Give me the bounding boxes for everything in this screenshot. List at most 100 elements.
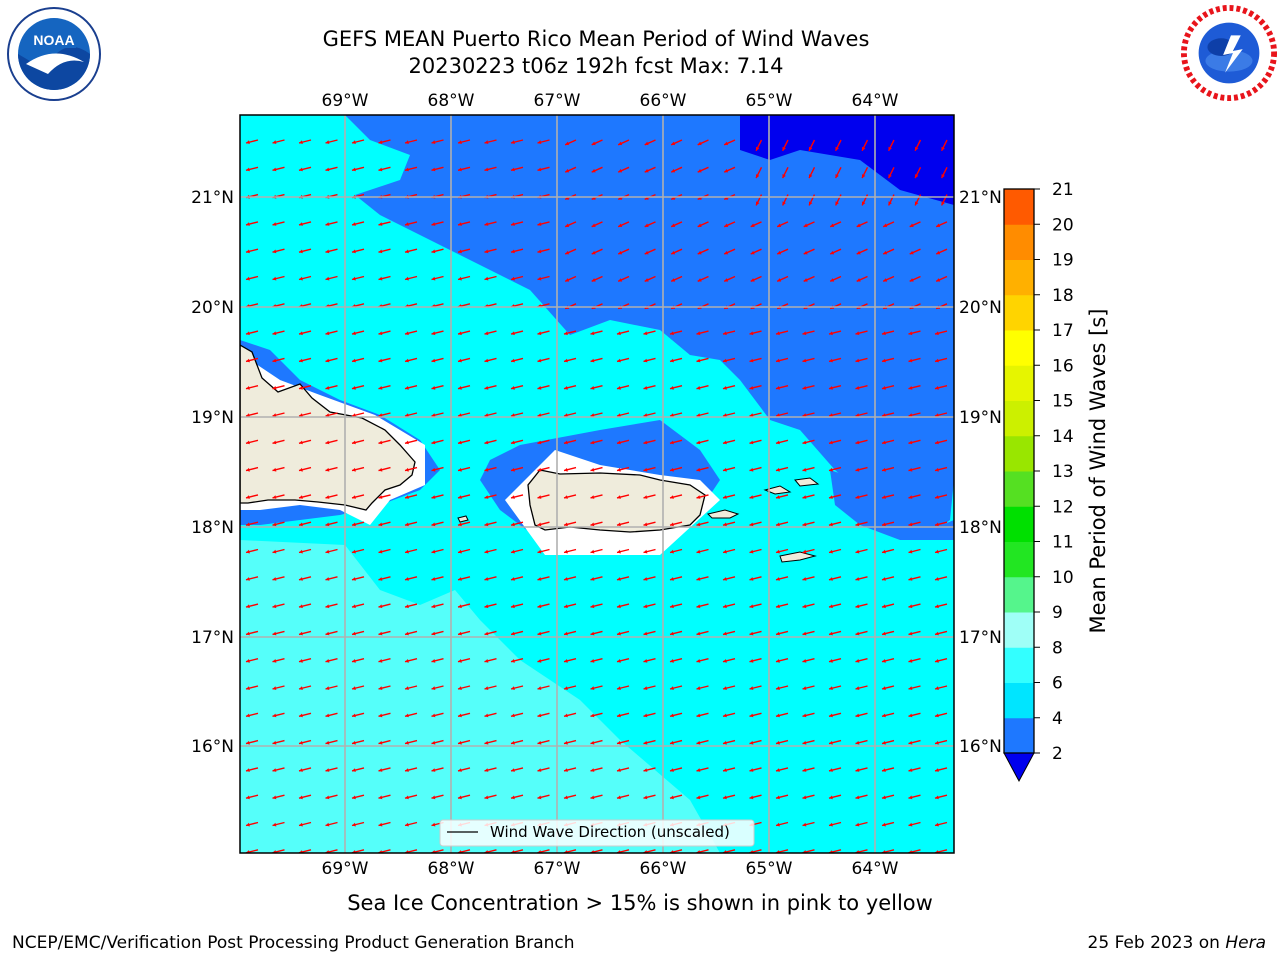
wind-arrow (431, 330, 444, 336)
wind-arrow (351, 439, 365, 445)
st-croix (779, 551, 817, 563)
wind-arrow (325, 412, 338, 418)
wind-arrow (909, 248, 921, 255)
wind-arrow (643, 439, 656, 445)
wind-arrow (564, 139, 577, 146)
wind-arrow (245, 357, 259, 363)
wind-arrow (802, 739, 815, 745)
colorbar-segment (1004, 682, 1034, 719)
lon-label-bottom: 64°W (852, 859, 899, 879)
wind-arrow (378, 712, 391, 718)
colorbar-segment (1004, 717, 1034, 754)
wind-arrow (245, 603, 259, 609)
wind-arrow (616, 658, 630, 663)
wind-arrow (298, 275, 312, 281)
wind-arrow (828, 630, 842, 636)
wind-arrow (563, 412, 577, 418)
wind-arrow (829, 275, 842, 282)
wind-arrow (563, 576, 577, 581)
wind-arrow (591, 166, 603, 173)
wind-arrow (908, 712, 921, 718)
wind-arrow (591, 221, 603, 228)
wind-arrow (245, 330, 259, 336)
wind-arrow (616, 630, 630, 636)
wind-arrow (590, 658, 603, 663)
wind-arrow (775, 712, 789, 718)
colorbar-segment (1004, 365, 1034, 401)
wind-arrow (510, 166, 524, 172)
wind-arrow (484, 139, 497, 145)
wind-arrow (697, 221, 709, 228)
wind-arrow (245, 739, 259, 745)
wind-arrow (431, 357, 444, 363)
map-frame (239, 114, 955, 854)
wind-arrow (855, 385, 868, 390)
wind-arrow (590, 576, 603, 581)
wind-arrow (696, 466, 709, 472)
wind-arrow (908, 630, 921, 636)
wind-arrow (351, 521, 365, 527)
wind-arrow (510, 275, 524, 281)
wind-arrow (404, 794, 418, 800)
wind-arrow (325, 494, 338, 499)
wind-arrow (643, 412, 656, 418)
wind-arrow (351, 685, 365, 691)
mona-island (457, 515, 469, 523)
noaa-logo: NOAA (7, 7, 101, 101)
colorbar-segment (1004, 330, 1034, 366)
nws-logo (1180, 4, 1278, 102)
wind-arrow (378, 821, 391, 827)
wind-arrow (378, 603, 391, 609)
wind-arrow (245, 494, 259, 499)
wind-arrow (722, 412, 736, 418)
wind-arrow (245, 821, 259, 827)
wind-arrow (934, 439, 948, 445)
wind-arrow (881, 576, 895, 581)
wind-arrow (881, 521, 895, 527)
wind-arrow (696, 576, 709, 581)
wind-arrow (828, 385, 842, 390)
wind-arrow (828, 412, 842, 418)
wind-arrow (351, 739, 365, 745)
wind-arrow (431, 221, 444, 226)
wind-arrow (934, 685, 948, 691)
wind-arrow (325, 739, 338, 745)
wind-arrow (564, 166, 577, 173)
wind-arrow (775, 658, 789, 663)
wind-arrow (404, 576, 418, 581)
footer-machine: Hera (1225, 933, 1266, 953)
wind-arrow (272, 630, 285, 636)
wind-arrow (378, 275, 391, 281)
wind-arrow (696, 739, 709, 745)
wind-arrow (272, 166, 285, 172)
wind-arrow (934, 739, 948, 745)
wind-arrow (935, 221, 948, 228)
wind-arrow (669, 603, 683, 609)
wind-arrow (351, 576, 365, 581)
wind-arrow (881, 630, 895, 636)
wind-arrow (643, 494, 656, 499)
wind-arrow (722, 521, 736, 527)
wind-arrow (908, 494, 921, 499)
wind-arrow (378, 412, 391, 418)
chart-subtitle: 20230223 t06z 192h fcst Max: 7.14 (408, 54, 784, 78)
lat-label-left: 20°N (191, 298, 234, 318)
wind-arrow (298, 357, 312, 363)
wind-arrow (537, 357, 550, 363)
wind-arrow (351, 767, 365, 772)
wind-arrow (245, 412, 259, 418)
wind-arrow (484, 385, 497, 390)
wind-arrow (298, 466, 312, 472)
lat-label-left: 17°N (191, 628, 234, 648)
wind-arrow (616, 548, 630, 554)
wind-arrow (669, 330, 683, 336)
wind-arrow (934, 548, 948, 554)
wind-arrow (934, 658, 948, 663)
wind-arrow (828, 521, 842, 527)
wind-arrow (351, 658, 365, 663)
wind-arrow (697, 166, 709, 173)
wind-arrow (669, 685, 683, 691)
wind-arrow (590, 439, 603, 445)
wind-arrow (484, 658, 497, 663)
wind-arrow (828, 712, 842, 718)
